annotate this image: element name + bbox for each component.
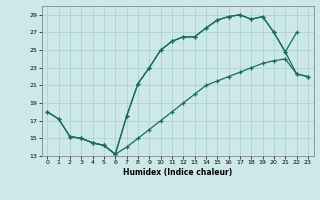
X-axis label: Humidex (Indice chaleur): Humidex (Indice chaleur)	[123, 168, 232, 177]
